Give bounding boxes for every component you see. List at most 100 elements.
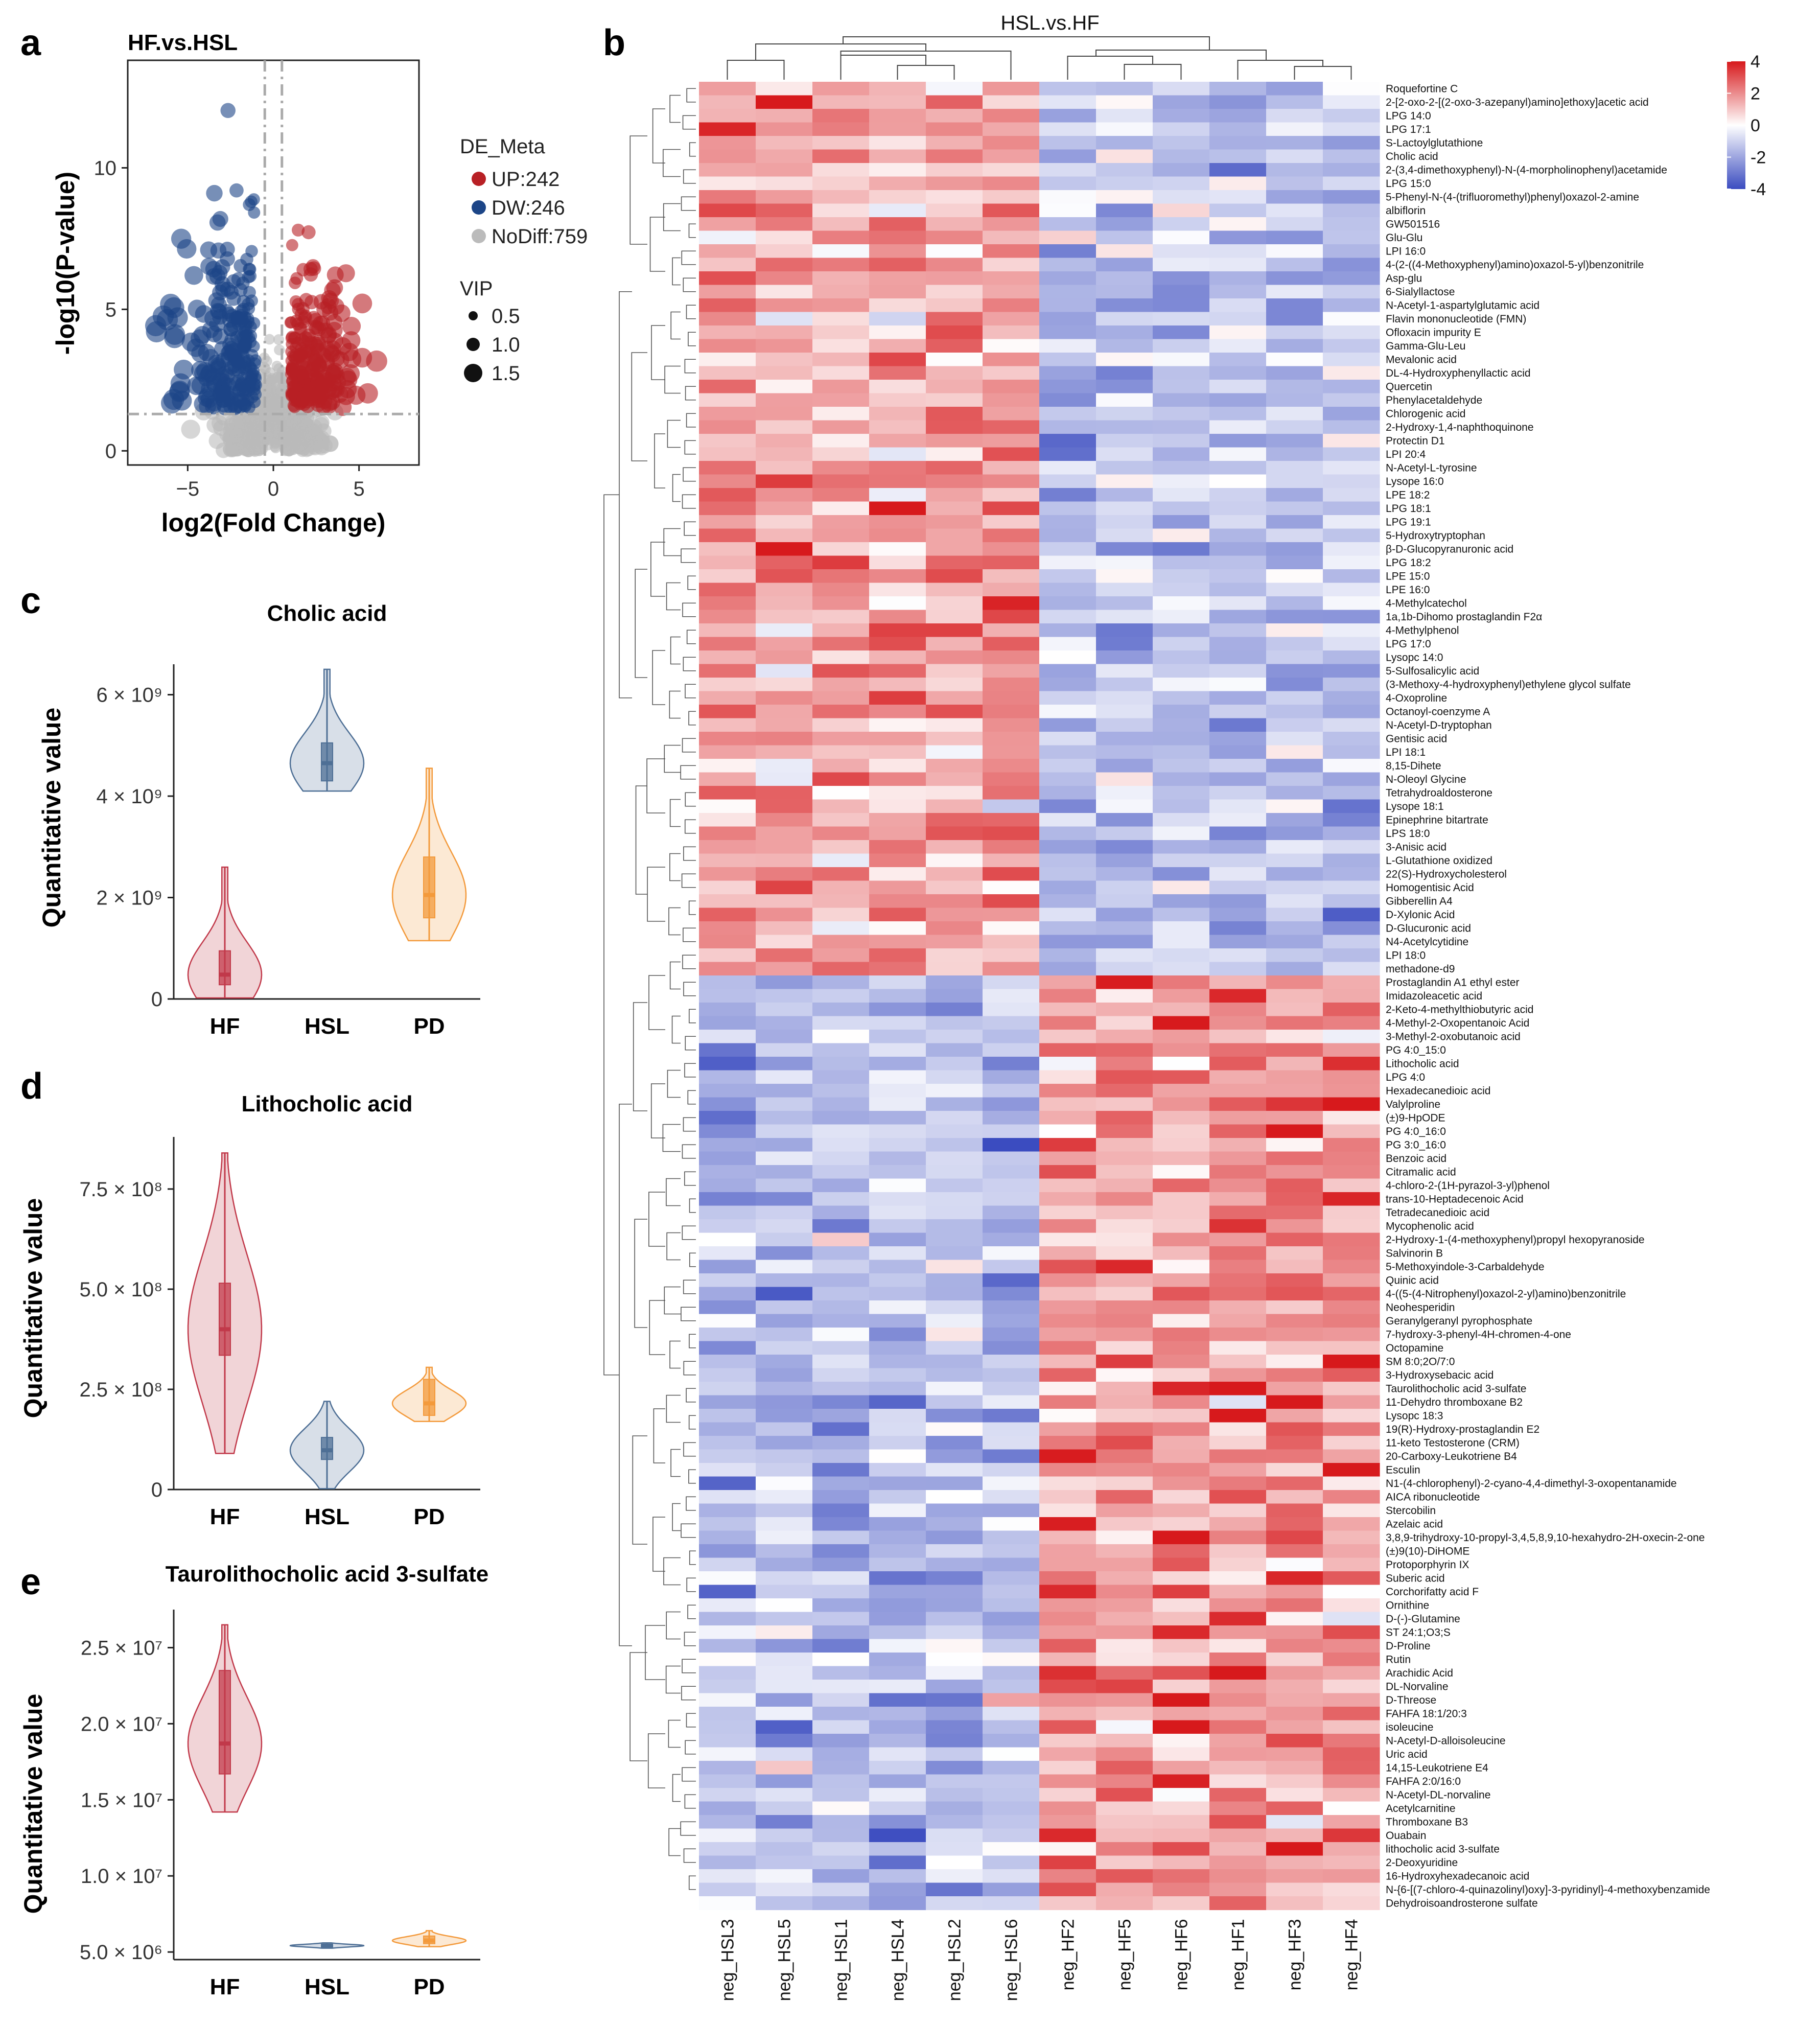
heatmap-cell xyxy=(1153,1598,1210,1613)
heatmap-cell xyxy=(926,285,983,299)
metabolite-label: AICA ribonucleotide xyxy=(1386,1492,1480,1503)
metabolite-label: Cholic acid xyxy=(1386,151,1438,162)
heatmap-cell xyxy=(1323,894,1380,909)
heatmap-cell xyxy=(869,244,926,259)
heatmap-cell xyxy=(1323,461,1380,475)
heatmap-cell xyxy=(869,813,926,827)
heatmap-cell xyxy=(699,1788,756,1802)
metabolite-label: Ofloxacin impurity E xyxy=(1386,327,1481,339)
heatmap-cell xyxy=(1209,1084,1267,1098)
heatmap-cell xyxy=(983,230,1040,245)
heatmap-cell xyxy=(1209,339,1267,353)
heatmap-cell xyxy=(869,759,926,773)
heatmap-cell xyxy=(1209,1205,1267,1220)
heatmap-cell xyxy=(1153,1300,1210,1315)
heatmap-cell xyxy=(869,393,926,407)
heatmap-cell xyxy=(756,555,813,570)
nodiff-point xyxy=(290,422,304,435)
heatmap-cell xyxy=(1039,1409,1096,1423)
heatmap-cell xyxy=(1039,1449,1096,1463)
heatmap-cell xyxy=(1039,136,1096,150)
heatmap-cell xyxy=(869,258,926,272)
heatmap-cell xyxy=(756,366,813,380)
heatmap-cell xyxy=(1323,840,1380,854)
heatmap-cell xyxy=(1039,1734,1096,1748)
heatmap-cell xyxy=(926,1842,983,1856)
heatmap-cell xyxy=(699,1395,756,1409)
heatmap-cell xyxy=(699,298,756,313)
heatmap-cell xyxy=(1209,258,1267,272)
heatmap-cell xyxy=(1039,623,1096,638)
heatmap-cell xyxy=(926,637,983,651)
heatmap-cell xyxy=(983,461,1040,475)
heatmap-cell xyxy=(1153,853,1210,868)
column-label: neg_HSL4 xyxy=(889,1919,908,2002)
heatmap-cell xyxy=(1153,1287,1210,1301)
heatmap-cell xyxy=(699,935,756,949)
heatmap-cell xyxy=(983,948,1040,963)
heatmap-cell xyxy=(1209,1557,1267,1572)
heatmap-cell xyxy=(812,1409,870,1423)
heatmap-cell xyxy=(812,1666,870,1680)
heatmap-cell xyxy=(699,1842,756,1856)
heatmap-cell xyxy=(812,1517,870,1531)
heatmap-cell xyxy=(1153,1625,1210,1640)
heatmap-cell xyxy=(1096,935,1153,949)
heatmap-cell xyxy=(926,1070,983,1084)
heatmap-cell xyxy=(1096,1287,1153,1301)
down-point xyxy=(236,338,250,352)
heatmap-cell xyxy=(1039,1585,1096,1599)
heatmap-cell xyxy=(1323,1151,1380,1166)
metabolite-label: Uric acid xyxy=(1386,1749,1428,1760)
heatmap-cell xyxy=(1096,867,1153,881)
violin-e-ylabel: Quantitative value xyxy=(19,1694,48,1914)
heatmap-cell xyxy=(1323,190,1380,204)
heatmap-cell xyxy=(812,1341,870,1355)
heatmap-cell xyxy=(1153,474,1210,488)
heatmap-cell xyxy=(1039,1192,1096,1206)
heatmap-cell xyxy=(812,1449,870,1463)
heatmap-cell xyxy=(699,962,756,976)
heatmap-cell xyxy=(983,488,1040,502)
heatmap-cell xyxy=(1096,705,1153,719)
row-dendrogram-link xyxy=(680,765,696,780)
heatmap-cell xyxy=(1153,312,1210,326)
down-point xyxy=(238,354,251,368)
violin-c-ylabel: Quantitative value xyxy=(37,708,66,928)
heatmap-cell xyxy=(1323,1273,1380,1288)
heatmap-cell xyxy=(812,353,870,367)
heatmap-cell xyxy=(699,1557,756,1572)
heatmap-cell xyxy=(756,1395,813,1409)
heatmap-cell xyxy=(926,935,983,949)
heatmap-cell xyxy=(699,1612,756,1626)
metabolite-label: 4-chloro-2-(1H-pyrazol-3-yl)phenol xyxy=(1386,1180,1550,1192)
heatmap-cell xyxy=(812,244,870,259)
heatmap-cell xyxy=(1266,664,1323,678)
heatmap-cell xyxy=(1209,1232,1267,1247)
heatmap-cell xyxy=(1266,244,1323,259)
heatmap-cell xyxy=(699,285,756,299)
heatmap-cell xyxy=(812,380,870,394)
heatmap-cell xyxy=(1039,1882,1096,1897)
heatmap-cell xyxy=(1266,1517,1323,1531)
heatmap-cell xyxy=(1153,109,1210,123)
heatmap-cell xyxy=(756,542,813,556)
heatmap-cell xyxy=(869,447,926,461)
heatmap-cell xyxy=(1039,840,1096,854)
column-label: neg_HF4 xyxy=(1342,1919,1362,1991)
heatmap-cell xyxy=(869,1720,926,1734)
heatmap-cell xyxy=(1153,1165,1210,1179)
heatmap-cell xyxy=(699,353,756,367)
heatmap-cell xyxy=(1209,474,1267,488)
heatmap-cell xyxy=(812,1003,870,1017)
metabolite-label: (±)9(10)-DiHOME xyxy=(1386,1546,1469,1557)
heatmap-cell xyxy=(869,1693,926,1707)
row-dendrogram-link xyxy=(688,1415,696,1430)
heatmap-cell xyxy=(812,542,870,556)
heatmap-cell xyxy=(926,596,983,611)
heatmap-cell xyxy=(1323,1761,1380,1775)
metabolite-label: Lysopc 14:0 xyxy=(1386,652,1443,664)
heatmap-cell xyxy=(1323,1422,1380,1436)
heatmap-cell xyxy=(1096,948,1153,963)
